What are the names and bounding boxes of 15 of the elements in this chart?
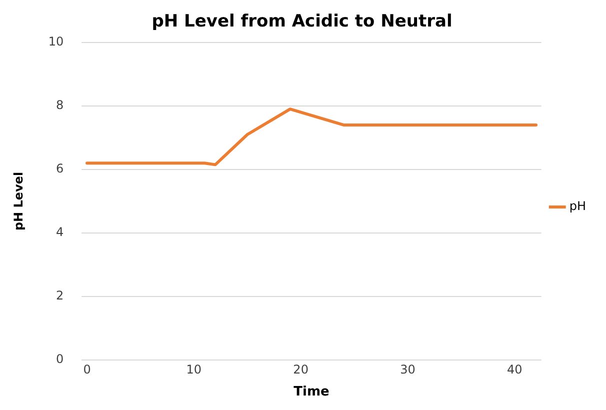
y-tick-label: 10 — [48, 34, 64, 49]
x-tick-label: 30 — [400, 362, 416, 376]
y-tick-label: 0 — [56, 352, 64, 366]
y-tick-label: 6 — [56, 162, 64, 176]
x-tick-label: 10 — [186, 362, 202, 376]
x-tick-label: 40 — [506, 362, 522, 376]
y-tick-label: 4 — [56, 225, 64, 240]
y-axis-title: pH Level — [11, 172, 26, 231]
y-tick-label: 8 — [56, 98, 64, 112]
y-tick-label: 2 — [56, 288, 64, 303]
x-tick-label: 0 — [83, 362, 91, 376]
legend-label: pH — [569, 199, 586, 214]
x-axis-title: Time — [294, 384, 330, 400]
chart-title: pH Level from Acidic to Neutral — [152, 12, 452, 32]
x-tick-label: 20 — [293, 362, 308, 376]
